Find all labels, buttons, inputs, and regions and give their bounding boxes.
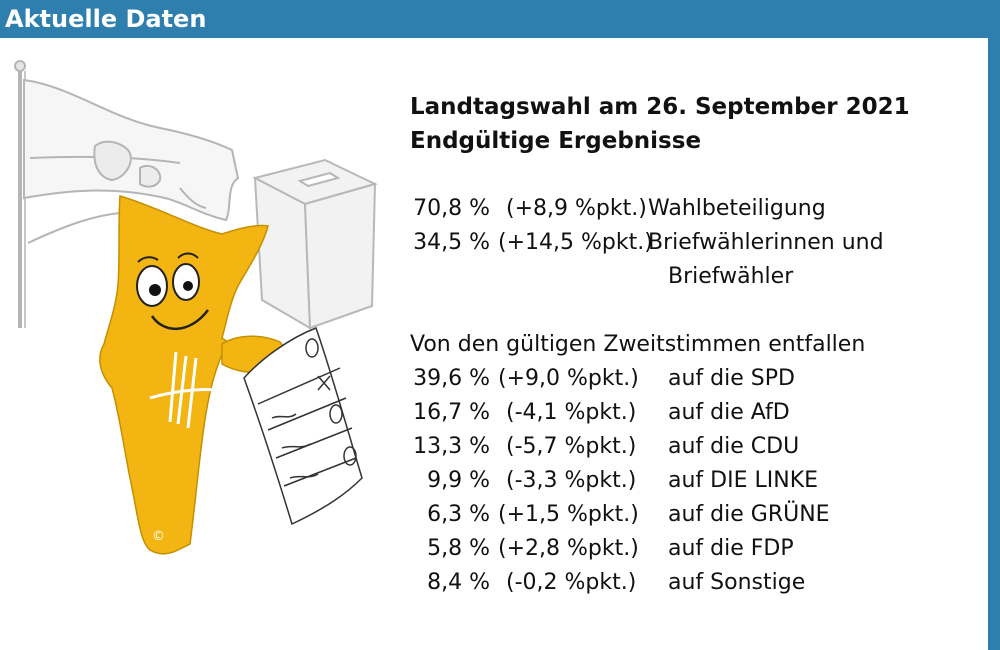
party-row: 8,4 % (-0,2 %pkt.) auf Sonstige <box>410 566 980 600</box>
party-percent: 5,8 % <box>427 536 490 561</box>
turnout-change: (+8,9 %pkt.) <box>506 196 647 221</box>
copyright-mark: © <box>152 529 165 544</box>
party-name: auf Sonstige <box>668 570 806 595</box>
page-title: Landtagswahl am 26. September 2021 <box>410 94 910 120</box>
party-percent: 8,4 % <box>427 570 490 595</box>
content-panel: © Landtagswahl am 26. September 2021 End… <box>0 38 988 650</box>
header-bar: Aktuelle Daten <box>0 0 1000 38</box>
party-change: (-5,7 %pkt.) <box>506 434 637 459</box>
party-change: (-3,3 %pkt.) <box>506 468 637 493</box>
party-change: (-4,1 %pkt.) <box>506 400 637 425</box>
party-percent: 9,9 % <box>427 468 490 493</box>
party-percent: 39,6 % <box>413 366 490 391</box>
mascot-icon: © <box>99 195 287 555</box>
party-name: auf die SPD <box>668 366 795 391</box>
party-name: auf die FDP <box>668 536 794 561</box>
results-text: Landtagswahl am 26. September 2021 Endgü… <box>410 90 980 600</box>
party-name: auf die CDU <box>668 434 800 459</box>
page-subtitle: Endgültige Ergebnisse <box>410 128 702 154</box>
party-percent: 6,3 % <box>427 502 490 527</box>
party-name: auf die AfD <box>668 400 790 425</box>
turnout-percent: 70,8 % <box>413 196 490 221</box>
party-row: 5,8 % (+2,8 %pkt.) auf die FDP <box>410 532 980 566</box>
votes-intro: Von den gültigen Zweitstimmen entfallen <box>410 332 866 357</box>
party-name: auf DIE LINKE <box>668 468 819 493</box>
party-change: (-0,2 %pkt.) <box>506 570 637 595</box>
turnout-row: 70,8 % (+8,9 %pkt.) Wahlbeteiligung <box>410 192 980 226</box>
postal-vote-change: (+14,5 %pkt.) <box>498 230 653 255</box>
party-row: 9,9 % (-3,3 %pkt.) auf DIE LINKE <box>410 464 980 498</box>
postal-vote-row: 34,5 % (+14,5 %pkt.) Briefwählerinnen un… <box>410 226 980 260</box>
party-row: 13,3 % (-5,7 %pkt.) auf die CDU <box>410 430 980 464</box>
header-title: Aktuelle Daten <box>5 5 207 33</box>
ballot-paper-icon <box>243 327 363 526</box>
party-row: 39,6 % (+9,0 %pkt.) auf die SPD <box>410 362 980 396</box>
ballot-box-icon <box>252 158 378 330</box>
party-row: 6,3 % (+1,5 %pkt.) auf die GRÜNE <box>410 498 980 532</box>
party-change: (+2,8 %pkt.) <box>498 536 639 561</box>
party-percent: 13,3 % <box>413 434 490 459</box>
election-illustration: © <box>14 60 378 555</box>
postal-vote-percent: 34,5 % <box>413 230 490 255</box>
postal-vote-label-2: Briefwähler <box>668 264 794 289</box>
postal-vote-row-continued: Briefwähler <box>410 260 980 294</box>
party-name: auf die GRÜNE <box>668 502 830 527</box>
party-percent: 16,7 % <box>413 400 490 425</box>
postal-vote-label: Briefwählerinnen und <box>648 230 884 255</box>
turnout-label: Wahlbeteiligung <box>648 196 826 221</box>
flag-icon <box>14 60 240 328</box>
party-change: (+1,5 %pkt.) <box>498 502 639 527</box>
party-change: (+9,0 %pkt.) <box>498 366 639 391</box>
party-results-list: 39,6 % (+9,0 %pkt.) auf die SPD 16,7 % (… <box>410 362 980 600</box>
party-row: 16,7 % (-4,1 %pkt.) auf die AfD <box>410 396 980 430</box>
